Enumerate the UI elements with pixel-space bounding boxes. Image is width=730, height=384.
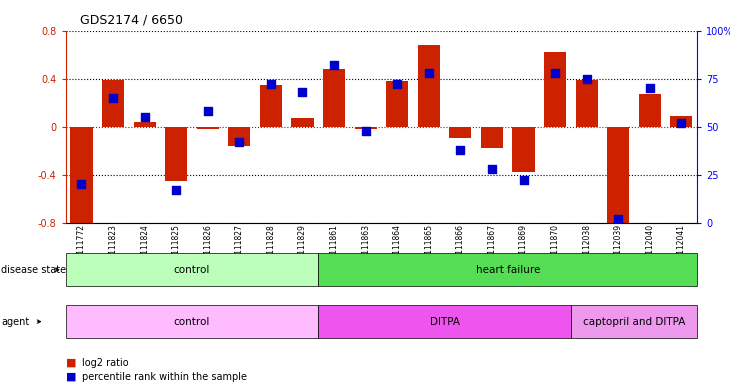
Bar <box>323 69 345 127</box>
Point <box>518 177 529 184</box>
Bar <box>481 127 503 148</box>
Bar <box>165 127 188 181</box>
Text: log2 ratio: log2 ratio <box>82 358 128 368</box>
Text: ■: ■ <box>66 358 76 368</box>
Point <box>296 89 308 95</box>
Text: captopril and DITPA: captopril and DITPA <box>583 316 685 327</box>
Bar <box>70 127 93 225</box>
Point <box>139 114 150 120</box>
Point <box>549 70 561 76</box>
Point <box>391 81 403 88</box>
Bar <box>449 127 472 137</box>
Text: DITPA: DITPA <box>429 316 460 327</box>
Point <box>644 85 656 91</box>
Bar <box>260 85 282 127</box>
Text: control: control <box>174 316 210 327</box>
Bar <box>544 52 566 127</box>
Point <box>170 187 182 193</box>
Point <box>234 139 245 145</box>
Text: control: control <box>174 265 210 275</box>
Bar <box>134 122 155 127</box>
Bar <box>512 127 534 172</box>
Point <box>486 166 498 172</box>
Bar <box>102 80 124 127</box>
Bar <box>355 127 377 129</box>
Bar <box>386 81 408 127</box>
Point <box>612 216 624 222</box>
Text: disease state: disease state <box>1 265 66 275</box>
Text: heart failure: heart failure <box>475 265 540 275</box>
Point <box>328 62 340 68</box>
Text: GDS2174 / 6650: GDS2174 / 6650 <box>80 14 183 27</box>
Point <box>265 81 277 88</box>
Point <box>675 120 687 126</box>
Bar <box>639 94 661 127</box>
Bar <box>228 127 250 146</box>
Bar <box>418 45 440 127</box>
Point <box>76 181 88 187</box>
Point <box>360 127 372 134</box>
Bar <box>196 127 219 129</box>
Point <box>202 108 214 114</box>
Point <box>107 95 119 101</box>
Text: ■: ■ <box>66 372 76 382</box>
Bar <box>670 116 693 127</box>
Point <box>581 76 593 82</box>
Text: percentile rank within the sample: percentile rank within the sample <box>82 372 247 382</box>
Bar <box>575 80 598 127</box>
Point <box>423 70 434 76</box>
Point <box>455 147 466 153</box>
Bar <box>291 118 314 127</box>
Text: agent: agent <box>1 316 30 327</box>
Bar <box>607 127 629 226</box>
